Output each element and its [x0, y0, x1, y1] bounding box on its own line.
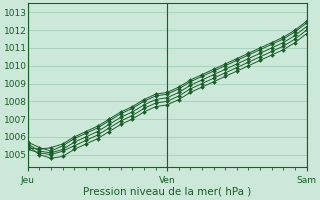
X-axis label: Pression niveau de la mer( hPa ): Pression niveau de la mer( hPa ) [83, 187, 251, 197]
